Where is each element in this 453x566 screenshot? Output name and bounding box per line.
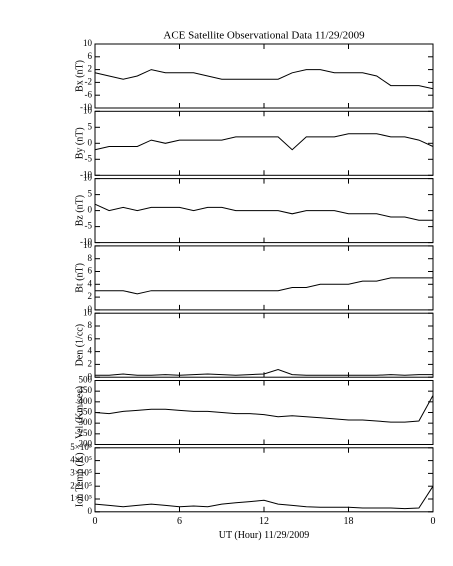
x-tick-label: 6 xyxy=(177,516,182,527)
x-tick-label: 0 xyxy=(431,516,436,527)
data-line xyxy=(94,69,434,90)
y-tick-label: 4 xyxy=(88,346,93,356)
y-tick-label: 0 xyxy=(88,506,93,516)
y-axis-label: Bt (nT) xyxy=(74,263,85,293)
x-tick-label: 12 xyxy=(259,516,269,527)
y-tick-label: -5 xyxy=(85,221,93,231)
y-tick-label: 10 xyxy=(83,240,93,250)
panel-frame xyxy=(94,380,434,445)
panel-frame xyxy=(94,447,434,513)
data-line xyxy=(95,368,433,376)
y-tick-label: 8 xyxy=(88,320,93,330)
y-tick-label: 4×10⁵ xyxy=(70,455,92,465)
y-tick-label: 10 xyxy=(83,38,93,48)
y-tick-label: 1×10⁵ xyxy=(70,493,92,503)
y-tick-label: 0 xyxy=(88,205,93,215)
y-tick-label: 10 xyxy=(83,307,93,317)
y-tick-label: 2×10⁵ xyxy=(70,480,92,490)
y-tick-label: 200 xyxy=(79,439,93,449)
y-tick-label: 250 xyxy=(79,428,93,438)
data-line xyxy=(95,277,433,295)
y-tick-label: -2 xyxy=(85,76,93,86)
x-tick-label: 18 xyxy=(344,516,354,527)
y-tick-label: 300 xyxy=(79,417,93,427)
y-tick-label: 10 xyxy=(83,173,93,183)
data-line xyxy=(94,395,434,423)
data-line xyxy=(94,485,434,510)
y-tick-label: 2 xyxy=(88,64,93,74)
y-tick-label: 5×10⁵ xyxy=(70,442,92,452)
y-tick-label: 6 xyxy=(88,266,93,276)
x-tick-label: 0 xyxy=(93,516,98,527)
y-tick-label: 350 xyxy=(79,407,93,417)
y-tick-label: 3×10⁵ xyxy=(70,467,92,477)
y-tick-label: -10 xyxy=(80,169,92,179)
y-tick-label: 0 xyxy=(88,371,93,381)
y-axis-label: Vel (Km/sec) xyxy=(74,386,85,439)
y-tick-label: 5 xyxy=(88,121,93,131)
x-axis-label: UT (Hour) 11/29/2009 xyxy=(219,530,310,541)
y-axis-label: By (nT) xyxy=(74,127,85,159)
y-tick-label: -6 xyxy=(85,89,93,99)
y-tick-label: 8 xyxy=(88,253,93,263)
y-tick-label: 500 xyxy=(79,375,93,385)
data-line xyxy=(94,133,434,151)
y-tick-label: 6 xyxy=(88,333,93,343)
y-tick-label: 4 xyxy=(88,278,93,288)
y-axis-label: Den (1/cc) xyxy=(74,324,85,366)
panel-frame xyxy=(94,110,434,176)
y-tick-label: 5 xyxy=(88,189,93,199)
panel-frame xyxy=(94,245,434,311)
y-tick-label: -10 xyxy=(80,102,92,112)
y-tick-label: 2 xyxy=(88,358,93,368)
y-tick-label: 2 xyxy=(88,291,93,301)
y-axis-label: Ion Temp (K) xyxy=(74,452,85,507)
y-axis-label: Bz (nT) xyxy=(74,195,85,226)
y-tick-label: 0 xyxy=(88,304,93,314)
y-tick-label: 10 xyxy=(83,105,93,115)
y-tick-label: 450 xyxy=(79,385,93,395)
panel-frame xyxy=(94,43,434,109)
chart-title: ACE Satellite Observational Data 11/29/2… xyxy=(163,30,365,42)
panel-frame xyxy=(94,312,434,378)
y-tick-label: -10 xyxy=(80,237,92,247)
y-axis-label: Bx (nT) xyxy=(74,60,85,92)
data-line xyxy=(94,203,433,221)
y-tick-label: -5 xyxy=(85,153,93,163)
y-tick-label: 6 xyxy=(88,51,93,61)
y-tick-label: 0 xyxy=(88,137,93,147)
y-tick-label: 400 xyxy=(79,396,93,406)
